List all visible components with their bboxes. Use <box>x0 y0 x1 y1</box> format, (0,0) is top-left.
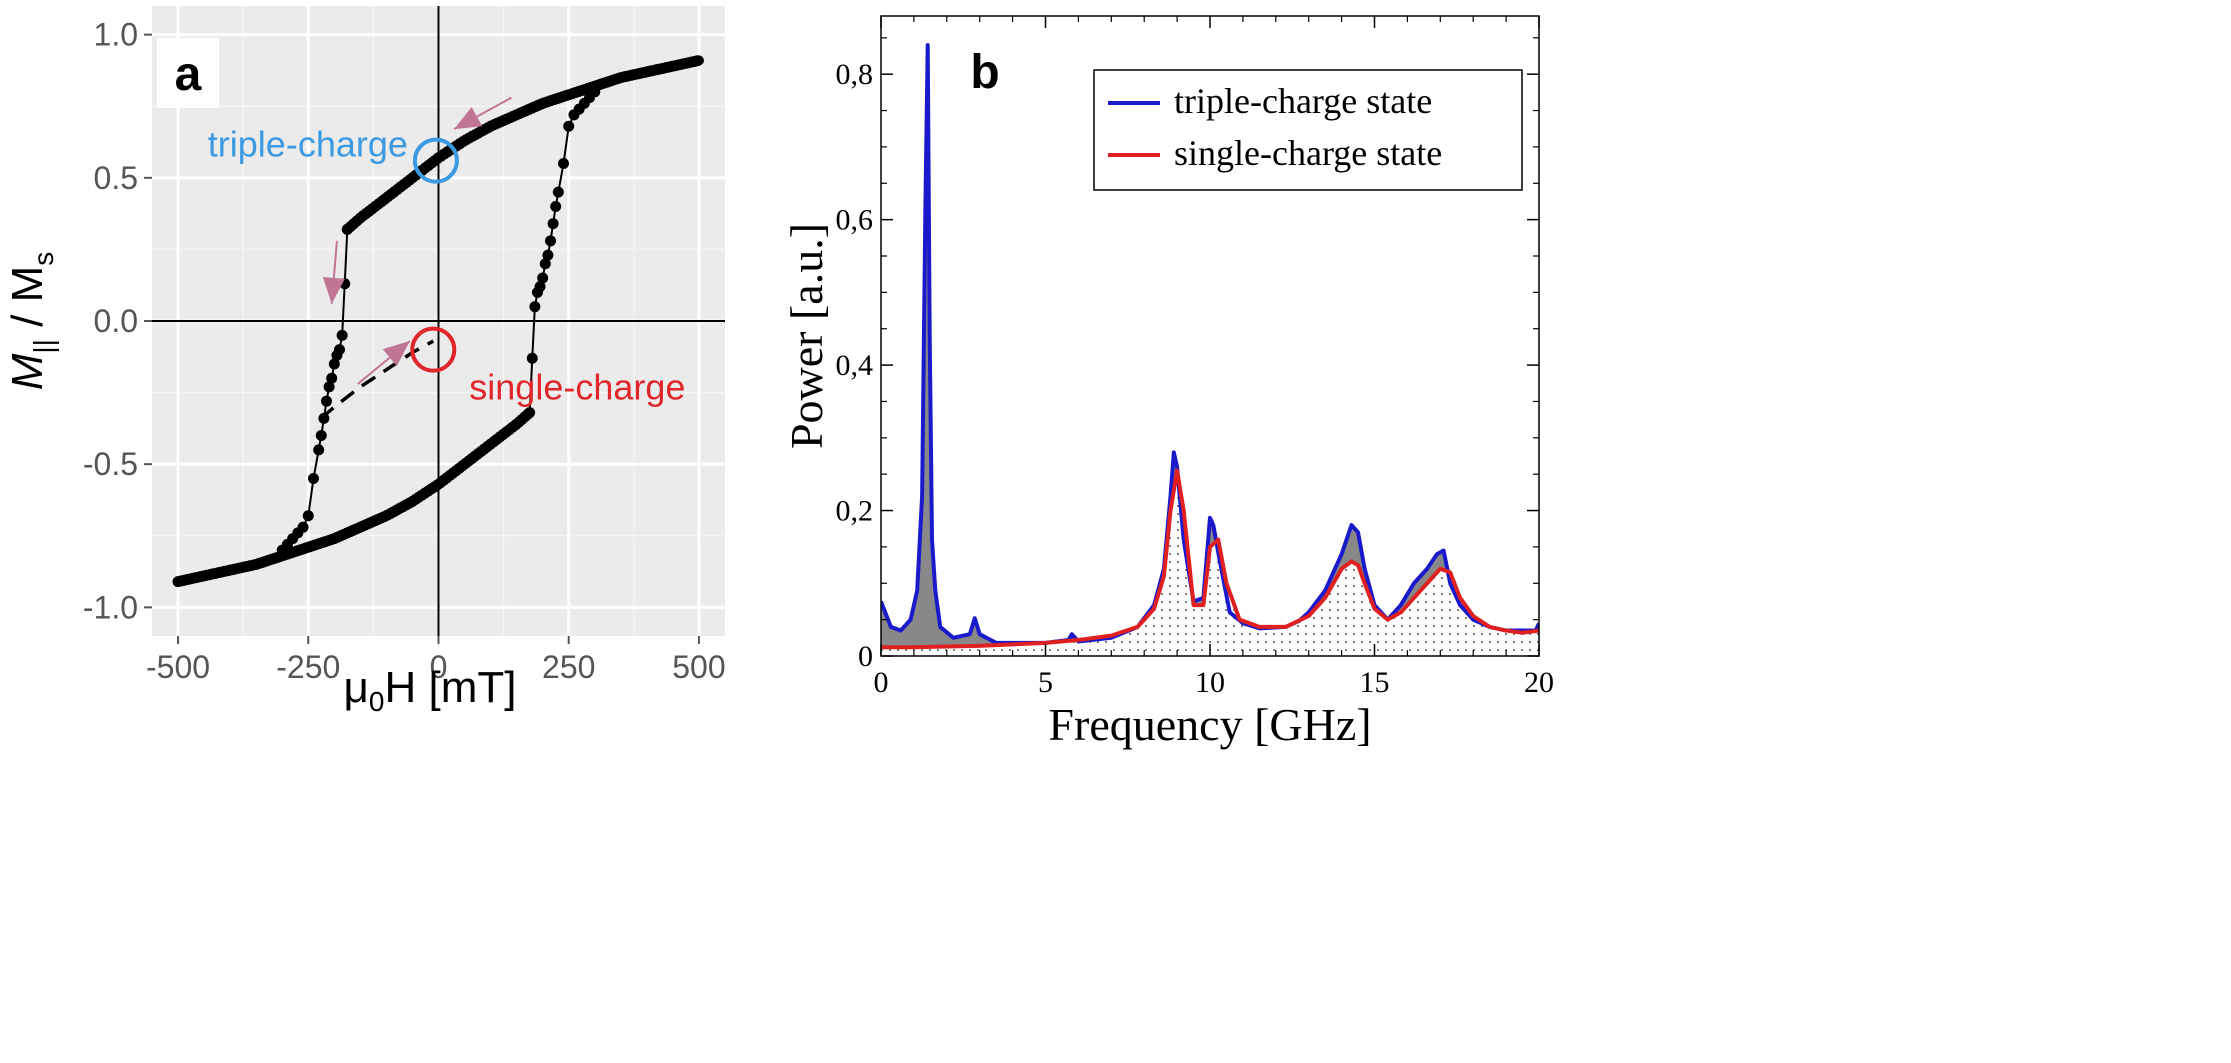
y-tick-label: 0 <box>858 640 873 673</box>
data-point <box>276 544 288 556</box>
panel-a-y-ticks: -1.0 -0.5 0.0 0.5 1.0 <box>83 17 152 625</box>
panel-a-x-ticks: -500 -250 0 250 500 <box>146 636 726 685</box>
panel-a-label-box <box>157 38 219 108</box>
y-tick-label: 0.5 <box>94 160 138 196</box>
data-point <box>544 235 556 247</box>
data-point <box>691 55 703 67</box>
y-tick-label: 0.0 <box>94 303 138 339</box>
pink-arrow <box>357 340 411 385</box>
x-tick-label: 0 <box>874 666 889 699</box>
panel-b-power-spectrum-chart: 0 5 10 15 20 0 0,2 0,4 0,6 0,8 b triple-charge s… <box>781 15 1554 750</box>
data-point <box>302 510 314 522</box>
pink-arrow <box>453 96 512 131</box>
panel-a-arrows <box>322 96 512 385</box>
data-point <box>547 218 559 230</box>
panel-a-annotations: triple-charge single-charge <box>208 124 686 408</box>
panel-b-y-axis-label: Power [a.u.] <box>781 223 832 449</box>
panel-b-x-ticks: 0 5 10 15 20 <box>874 16 1554 699</box>
data-point <box>563 120 575 132</box>
y-tick-label: 1.0 <box>94 17 138 53</box>
panel-a-zero-lines <box>152 6 725 636</box>
x-tick-label: 10 <box>1195 666 1225 699</box>
data-point <box>331 349 343 361</box>
triple-charge-circle-marker <box>412 137 459 184</box>
data-point <box>328 358 340 370</box>
data-point <box>589 86 601 98</box>
panel-a-x-axis-label: μ0H [mT] <box>344 663 517 717</box>
x-tick-label: 20 <box>1524 666 1554 699</box>
data-point <box>336 329 348 341</box>
x-tick-label: 250 <box>542 649 595 685</box>
x-tick-label: 5 <box>1038 666 1053 699</box>
data-point <box>529 301 541 313</box>
x-tick-label: -500 <box>146 649 210 685</box>
x-tick-label: -250 <box>276 649 340 685</box>
data-point <box>534 281 546 293</box>
legend-label-triple: triple-charge state <box>1174 81 1432 121</box>
panel-b-label: b <box>970 46 999 99</box>
data-point <box>315 430 327 442</box>
data-point <box>341 223 353 235</box>
panel-a-series <box>172 55 704 588</box>
data-point <box>537 272 549 284</box>
y-tick-label: 0,2 <box>836 495 874 528</box>
data-point <box>307 473 319 484</box>
data-point <box>558 158 570 169</box>
x-tick-label: 0 <box>430 649 448 685</box>
data-point <box>326 372 338 384</box>
data-point <box>542 249 554 261</box>
triple-charge-annotation: triple-charge <box>208 124 408 165</box>
panel-b-legend: triple-charge state single-charge state <box>1093 69 1523 191</box>
legend-box <box>1093 69 1523 191</box>
panel-b-x-axis-label: Frequency [GHz] <box>1048 699 1371 750</box>
x-tick-label: 500 <box>672 649 725 685</box>
pink-arrow <box>322 240 345 304</box>
series-minor-loop <box>320 339 435 420</box>
data-point <box>313 444 325 456</box>
panel-a-hysteresis-chart: triple-charge single-charge -500 -250 0 250 5… <box>3 6 726 717</box>
panel-b-y-ticks: 0 0,2 0,4 0,6 0,8 <box>836 37 1539 673</box>
y-tick-label: -0.5 <box>83 446 138 482</box>
data-point <box>539 258 551 270</box>
y-tick-label: 0,6 <box>836 204 874 237</box>
data-point <box>526 352 538 364</box>
y-tick-label: 0,4 <box>836 349 874 382</box>
x-tick-label: 15 <box>1360 666 1390 699</box>
data-point <box>552 186 564 198</box>
legend-label-single: single-charge state <box>1174 133 1442 173</box>
panel-a-label: a <box>175 48 202 101</box>
panel-b-series <box>881 43 1539 656</box>
data-point <box>524 407 536 419</box>
single-charge-circle-marker <box>410 326 457 373</box>
single-charge-annotation: single-charge <box>469 367 685 408</box>
y-tick-label: -1.0 <box>83 589 138 625</box>
y-tick-label: 0,8 <box>836 58 874 91</box>
data-point <box>321 395 333 407</box>
panel-a-y-axis-label: M|| / Ms <box>3 252 59 391</box>
data-point <box>550 200 562 212</box>
series-single-charge-state <box>881 468 1539 650</box>
data-point <box>323 381 335 393</box>
